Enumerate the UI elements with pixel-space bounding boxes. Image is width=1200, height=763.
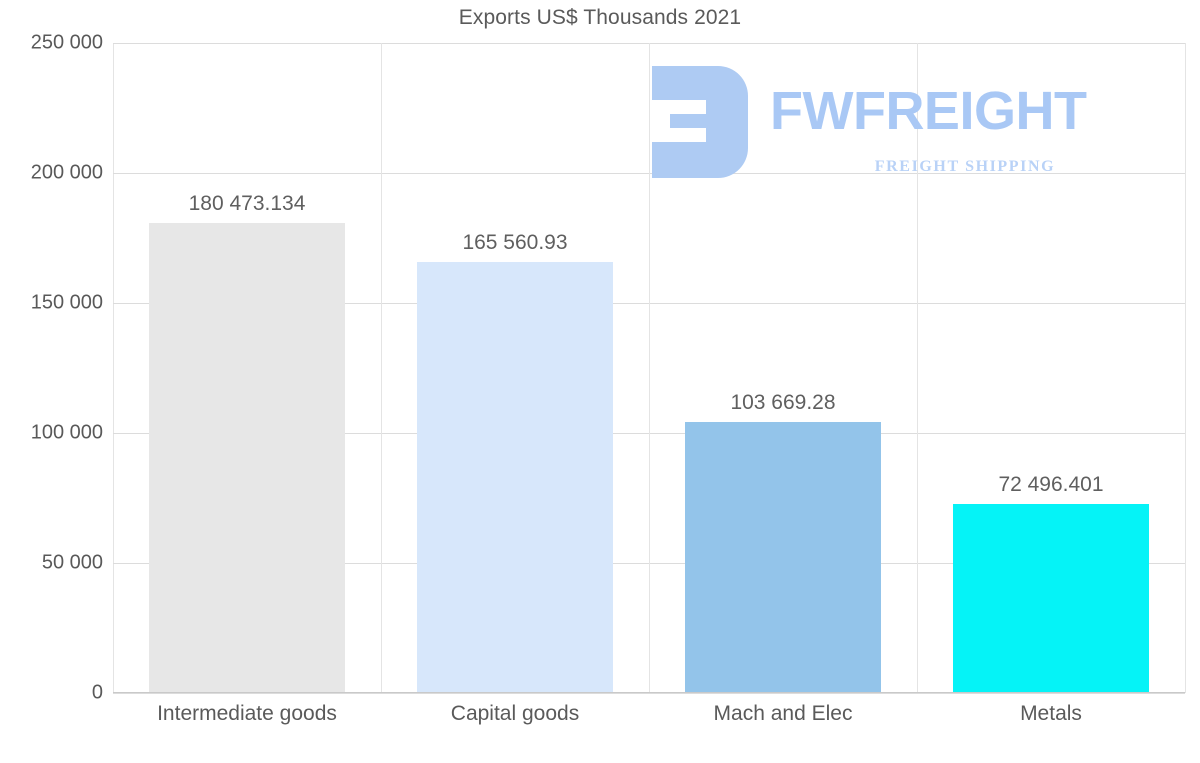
plot-area (113, 43, 1186, 694)
y-axis-label-150000: 150 000 (30, 291, 103, 314)
bar[interactable] (149, 223, 345, 692)
bar-value-label: 103 669.28 (730, 391, 836, 414)
x-axis-label-0: Intermediate goods (157, 702, 337, 725)
category-separator (381, 43, 382, 693)
y-axis-line (113, 43, 114, 693)
y-axis-label-250000: 250 000 (30, 31, 103, 54)
category-separator (917, 43, 918, 693)
bar[interactable] (953, 504, 1149, 692)
bar-value-label: 72 496.401 (998, 473, 1104, 496)
bar-value-label: 180 473.134 (188, 192, 306, 215)
bar[interactable] (685, 422, 881, 692)
category-separator (1185, 43, 1186, 693)
x-axis-label-2: Mach and Elec (713, 702, 853, 725)
bar[interactable] (417, 262, 613, 692)
x-axis-label-1: Capital goods (450, 702, 580, 725)
chart-title: Exports US$ Thousands 2021 (458, 6, 742, 29)
bar-value-label: 165 560.93 (462, 231, 568, 254)
x-axis-label-3: Metals (1020, 702, 1082, 725)
gridline-0 (113, 693, 1185, 694)
x-axis-line (113, 692, 1185, 693)
category-separator (649, 43, 650, 693)
y-axis-label-100000: 100 000 (30, 421, 103, 444)
y-axis-label-0: 0 (91, 681, 103, 704)
y-axis-label-200000: 200 000 (30, 161, 103, 184)
y-axis-label-50000: 50 000 (41, 551, 103, 574)
